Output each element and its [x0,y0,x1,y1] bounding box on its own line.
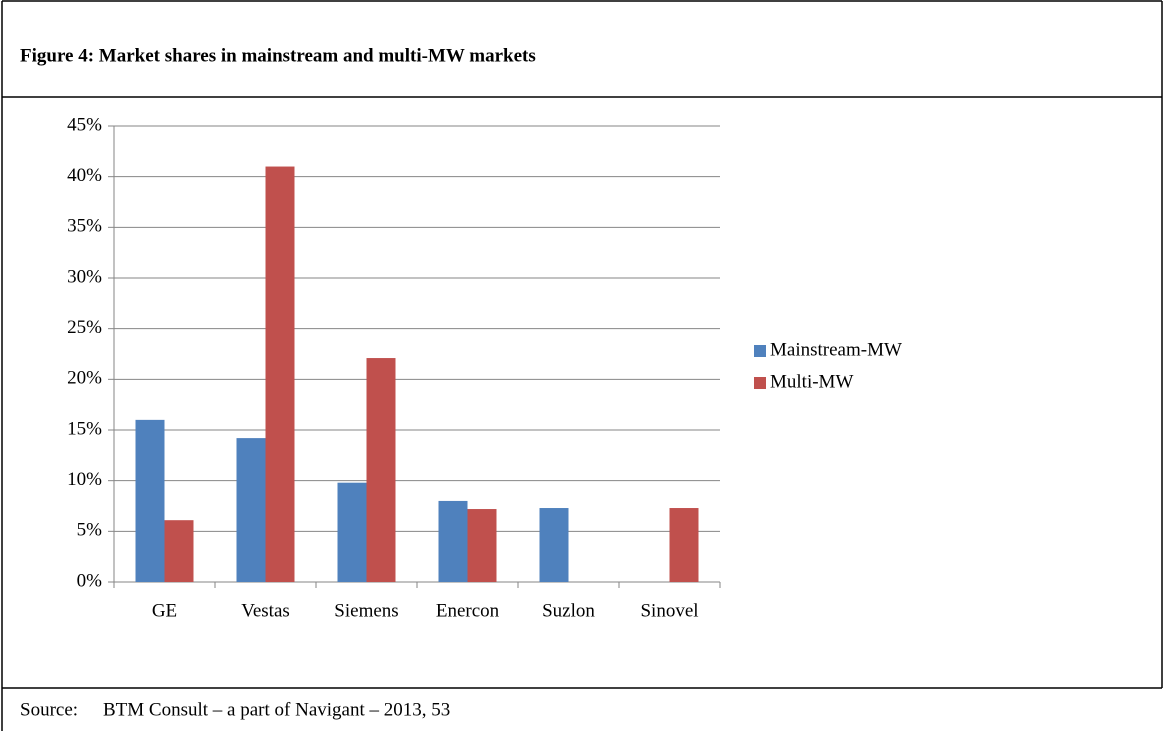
bar [669,508,699,582]
bar [164,520,194,582]
legend-label: Mainstream-MW [770,339,902,360]
y-tick-label: 30% [67,266,102,287]
x-tick-label: Enercon [436,600,500,621]
bar [438,500,468,582]
x-tick-label: Vestas [241,600,290,621]
chart-title: Figure 4: Market shares in mainstream an… [20,45,536,66]
bar [467,509,497,582]
y-tick-label: 25% [67,317,102,338]
legend-label: Multi-MW [770,371,853,392]
bar [135,419,165,582]
source-label: Source: [20,699,78,720]
y-tick-label: 5% [77,520,103,541]
x-tick-label: Suzlon [542,600,595,621]
bar [539,508,569,582]
bar [366,358,396,582]
bar [265,166,295,583]
y-tick-label: 35% [67,216,102,237]
y-tick-label: 40% [67,165,102,186]
bar [337,482,367,582]
y-tick-label: 15% [67,418,102,439]
legend-swatch [754,377,766,389]
x-tick-label: Sinovel [640,600,698,621]
y-tick-label: 45% [67,114,102,135]
y-tick-label: 10% [67,469,102,490]
source: BTM Consult – a part of Navigant – 2013,… [103,699,450,720]
x-tick-label: GE [152,600,177,621]
legend-swatch [754,345,766,357]
y-tick-label: 20% [67,368,102,389]
x-tick-label: Siemens [334,600,398,621]
y-tick-label: 0% [77,570,103,591]
bar [236,438,266,582]
